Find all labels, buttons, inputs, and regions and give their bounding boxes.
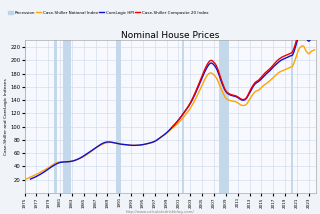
- Bar: [63, 40, 71, 193]
- Bar: [54, 40, 57, 193]
- Text: http://www.calculatedriskblog.com/: http://www.calculatedriskblog.com/: [126, 210, 194, 214]
- Bar: [116, 40, 121, 193]
- Bar: [291, 40, 293, 193]
- Legend: Recession, Case-Shiller National Index, CoreLogic HPI, Case-Shiller Composite 20: Recession, Case-Shiller National Index, …: [6, 9, 210, 16]
- Bar: [182, 40, 184, 193]
- Y-axis label: Case-Shiller and CoreLogic Indexes: Case-Shiller and CoreLogic Indexes: [4, 78, 8, 155]
- Title: Nominal House Prices: Nominal House Prices: [121, 31, 220, 40]
- Bar: [17, 40, 26, 193]
- Bar: [220, 40, 229, 193]
